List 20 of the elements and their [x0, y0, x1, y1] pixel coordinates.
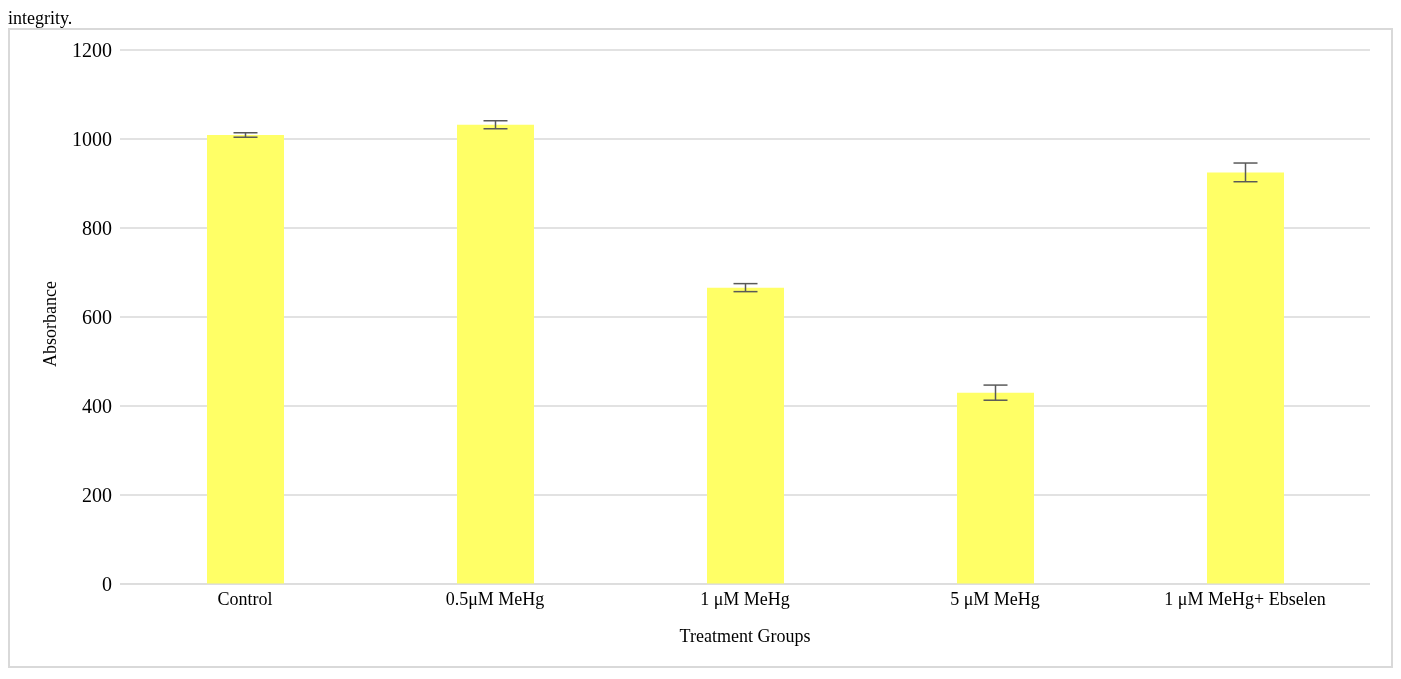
bar [957, 392, 1034, 584]
x-tick-label: Control [217, 588, 273, 609]
bar [457, 124, 534, 584]
y-tick-label: 0 [102, 573, 112, 596]
bar [1207, 172, 1284, 584]
x-tick-label: 0.5μM MeHg [445, 588, 545, 609]
y-tick-label: 1000 [72, 128, 112, 151]
y-tick-label: 400 [82, 395, 112, 418]
y-axis-title: Absorbance [40, 281, 61, 367]
text: integrity. [8, 8, 74, 28]
y-tick-label: 1200 [72, 39, 112, 62]
x-tick-label: 1 μM MeHg+ Ebselen [1164, 588, 1326, 609]
bar [207, 135, 284, 584]
y-tick-label: 600 [82, 306, 112, 329]
y-tick-label: 800 [82, 217, 112, 240]
bar [707, 287, 784, 584]
x-axis-title: Treatment Groups [679, 626, 811, 646]
x-tick-label: 5 μM MeHg [950, 588, 1040, 609]
x-tick-label: 1 μM MeHg [700, 588, 790, 609]
y-tick-label: 200 [82, 484, 112, 507]
